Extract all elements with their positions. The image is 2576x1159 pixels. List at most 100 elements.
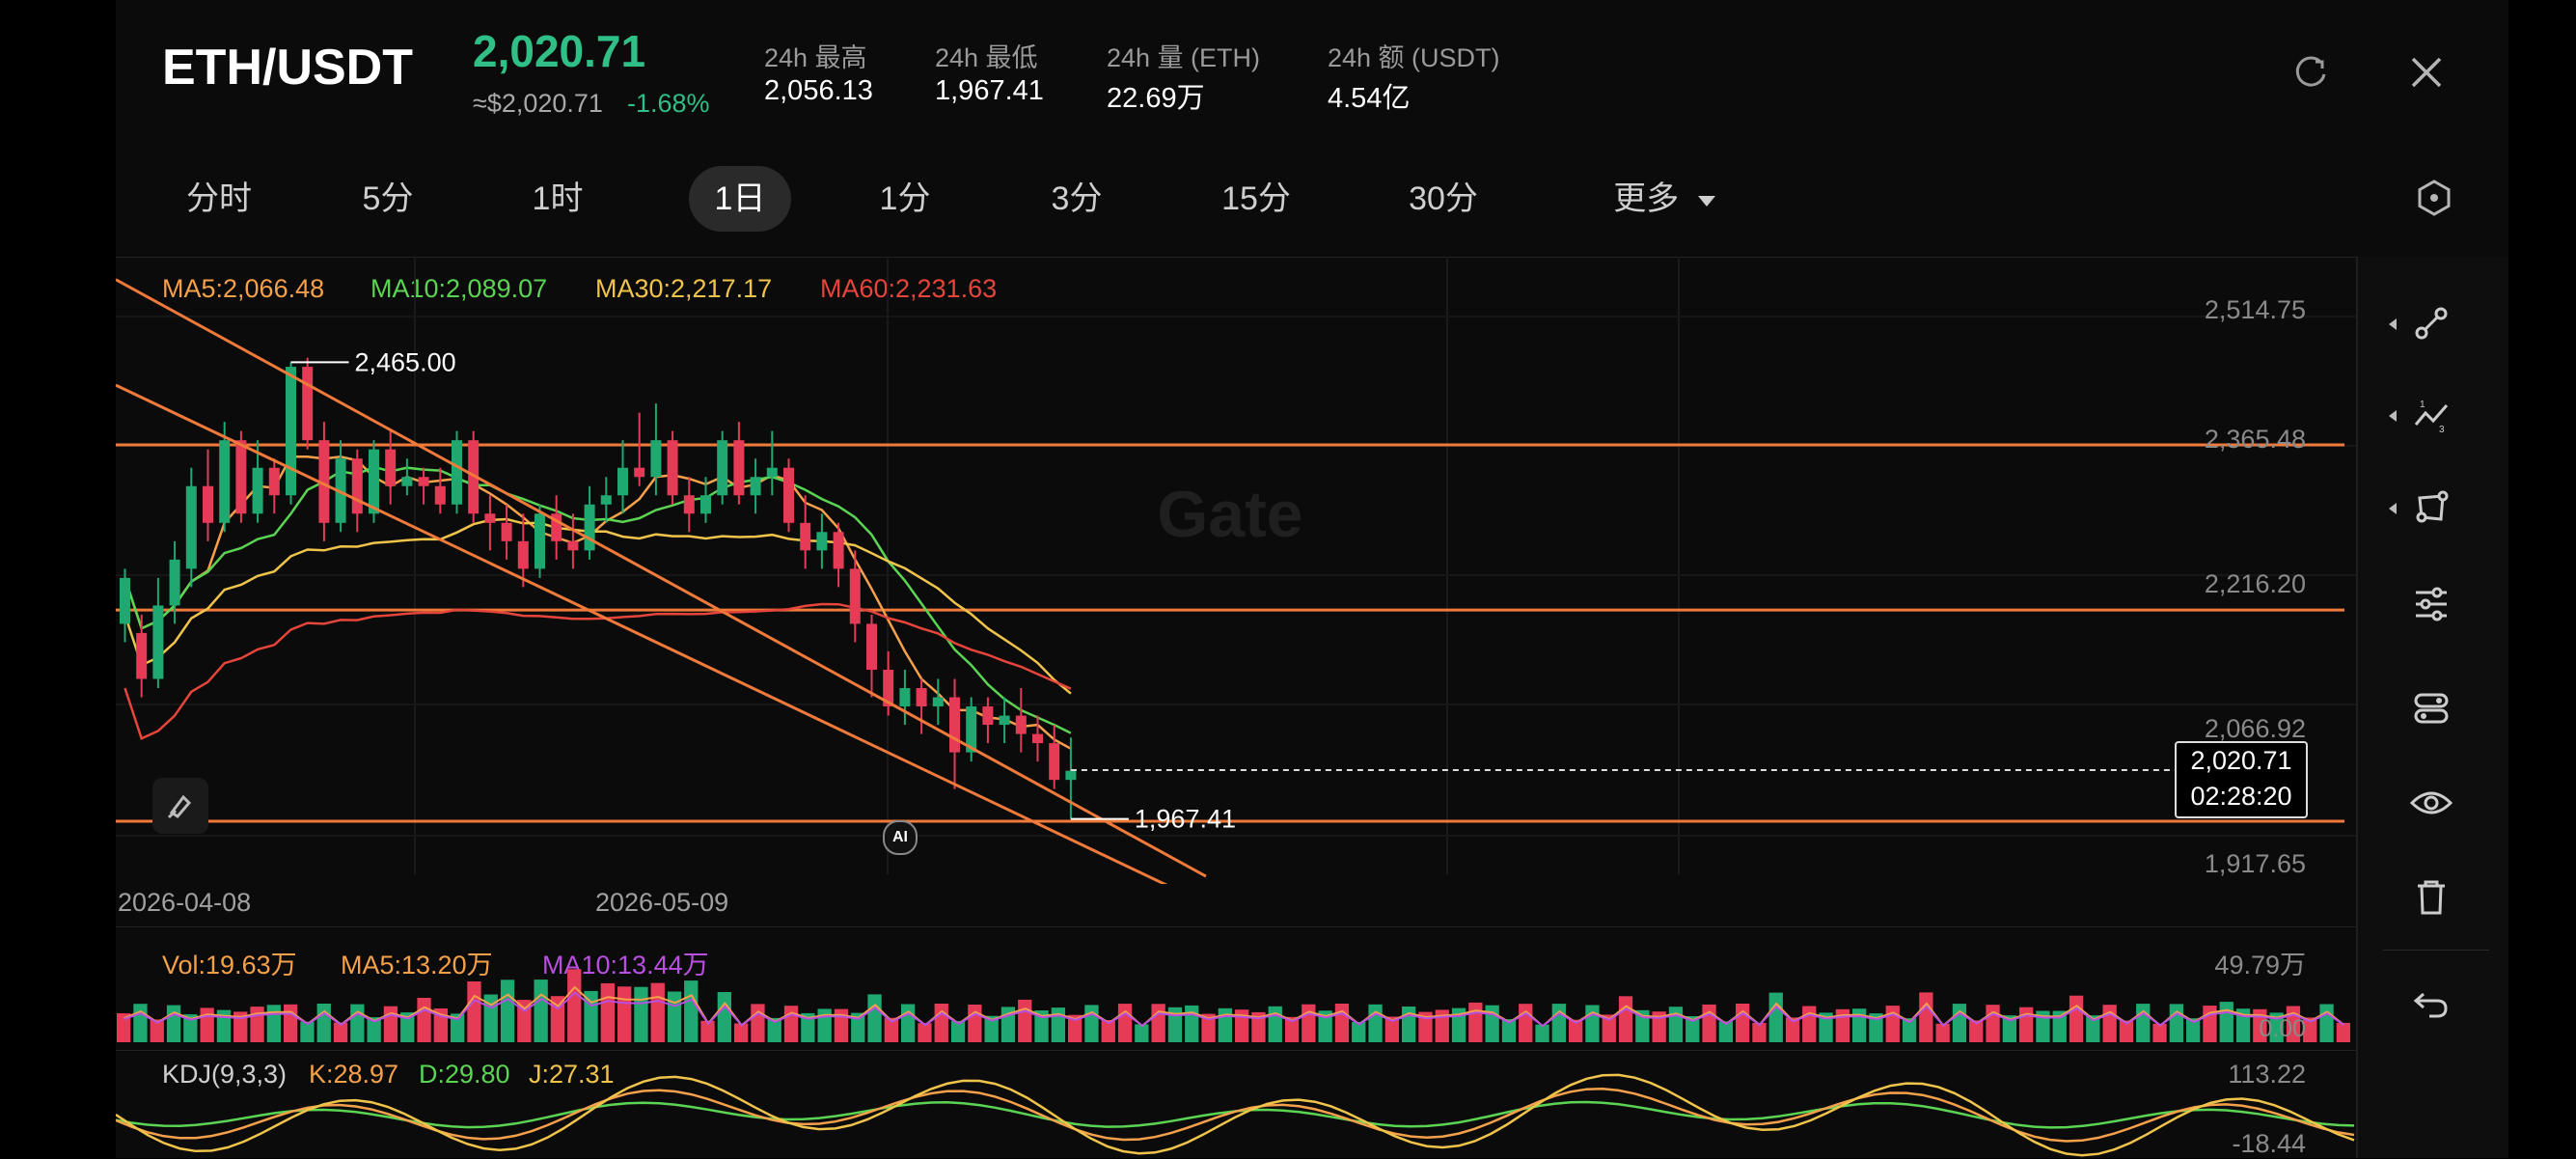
price-tick-1: 2,514.75 [2204, 295, 2306, 324]
candle-body [369, 449, 379, 514]
volume-bar [1685, 1016, 1700, 1042]
volume-pane-border [116, 926, 2356, 927]
volume-bar [1151, 1004, 1165, 1042]
tab-timeframe-5m[interactable]: 5分 [362, 180, 414, 217]
volume-bar [1185, 1005, 1199, 1042]
candle-body [717, 440, 728, 496]
volume-bar [1485, 1005, 1499, 1042]
candle-body [517, 540, 529, 569]
volume-bar [1535, 1024, 1549, 1042]
volume-bar [717, 992, 731, 1042]
candle-body [219, 440, 231, 523]
chart-settings-hexagon-icon[interactable] [2410, 174, 2458, 222]
visibility-toggle[interactable] [2402, 774, 2460, 832]
volume-bar [1969, 1020, 1984, 1042]
volume-bar [534, 980, 548, 1042]
volume-bar [884, 1017, 898, 1042]
stat-volume-value: 22.69万 [1107, 83, 1205, 114]
volume-bar [1034, 1010, 1049, 1042]
candle-body [385, 449, 397, 486]
indicator-settings-button[interactable] [2402, 679, 2460, 737]
volume-bar [200, 1007, 214, 1042]
volume-bar [801, 1012, 815, 1042]
shape-tool[interactable] [2389, 479, 2460, 537]
volume-bar [1468, 1002, 1483, 1042]
candle-body [567, 540, 579, 551]
candle-body [120, 577, 130, 624]
ai-badge[interactable]: AI [883, 820, 918, 855]
candle-body [452, 440, 462, 505]
volume-bar [600, 982, 615, 1042]
volume-bar [918, 1023, 932, 1042]
refresh-icon[interactable] [2287, 48, 2335, 97]
volume-bar [1352, 1022, 1366, 1042]
line-segment-icon [2415, 307, 2448, 340]
volume-bar [1084, 1005, 1099, 1042]
svg-text:1: 1 [2420, 400, 2425, 410]
volume-bar [250, 1007, 264, 1042]
volume-bar [817, 1008, 832, 1042]
stat-high-value: 2,056.13 [764, 75, 873, 106]
volume-bar [1752, 1022, 1767, 1042]
last-price-tag-value: 2,020.71 [2190, 746, 2292, 775]
volume-bar [2169, 1004, 2183, 1042]
volume-ma5-legend: MA5:13.20万 [341, 951, 493, 980]
tab-timeframe-line[interactable]: 分时 [186, 180, 252, 217]
volume-bar [2303, 1017, 2317, 1042]
expand-triangle-icon [2389, 503, 2397, 514]
volume-bar [467, 981, 481, 1042]
kdj-axis-top: 113.22 [2228, 1060, 2306, 1089]
candle-body [982, 706, 994, 726]
candle-body [584, 504, 595, 551]
candle-body [766, 467, 778, 478]
candle-body [932, 697, 944, 707]
caret-down-icon [1697, 195, 1715, 207]
candle-body [252, 467, 263, 514]
tab-timeframe-15m[interactable]: 15分 [1221, 180, 1291, 217]
volume-bar [2102, 1005, 2117, 1042]
drawing-mode-toggle[interactable] [152, 778, 208, 834]
tab-timeframe-1d[interactable]: 1日 [689, 166, 791, 232]
candle-body [235, 440, 247, 514]
kdj-d-legend: D:29.80 [419, 1060, 510, 1089]
tab-timeframe-1m[interactable]: 1分 [879, 180, 931, 217]
volume-axis-bottom: 0.00 [2259, 1015, 2306, 1042]
stat-low-value: 1,967.41 [935, 75, 1044, 106]
volume-bar [567, 969, 582, 1042]
volume-bar [1819, 1012, 1833, 1042]
settings-sliders-icon [2416, 587, 2447, 621]
volume-bar [367, 1017, 381, 1042]
volume-bar [968, 1005, 982, 1042]
volume-bar [2119, 1020, 2134, 1042]
ma60-line [123, 602, 1072, 741]
kdj-chart[interactable] [116, 1071, 2356, 1158]
close-icon[interactable] [2402, 48, 2451, 97]
undo-button[interactable] [2402, 975, 2460, 1033]
tab-timeframe-1h[interactable]: 1时 [532, 180, 584, 217]
line-segment-tool[interactable] [2389, 294, 2460, 352]
volume-bar [1268, 1006, 1282, 1042]
volume-bar [350, 1004, 365, 1042]
volume-bar [333, 1022, 348, 1042]
volume-bar [851, 1012, 865, 1042]
candle-body [700, 495, 711, 514]
candle-body [650, 440, 662, 478]
volume-bar [1736, 1004, 1750, 1042]
kdj-j-line [116, 1073, 2355, 1157]
volume-bar [1569, 1019, 1583, 1042]
tab-timeframe-30m[interactable]: 30分 [1409, 180, 1478, 217]
volume-bar [451, 1013, 465, 1042]
last-price-tag: 2,020.71 02:28:20 [2175, 741, 2308, 818]
tab-timeframe-3m[interactable]: 3分 [1051, 180, 1103, 217]
settings-sliders-button[interactable] [2402, 575, 2460, 633]
candle-body [816, 532, 828, 551]
delete-drawings-button[interactable] [2402, 869, 2460, 926]
volume-bar [1702, 1004, 1716, 1042]
tab-more-dropdown[interactable]: 更多 [1592, 166, 1737, 232]
candlestick-chart[interactable]: Gate 2,465.00 1,967.41 [116, 257, 2356, 884]
volume-bar [667, 991, 682, 1042]
candle-body [966, 706, 977, 753]
volume-chart[interactable] [116, 965, 2356, 1042]
last-price: 2,020.71 [473, 26, 646, 76]
